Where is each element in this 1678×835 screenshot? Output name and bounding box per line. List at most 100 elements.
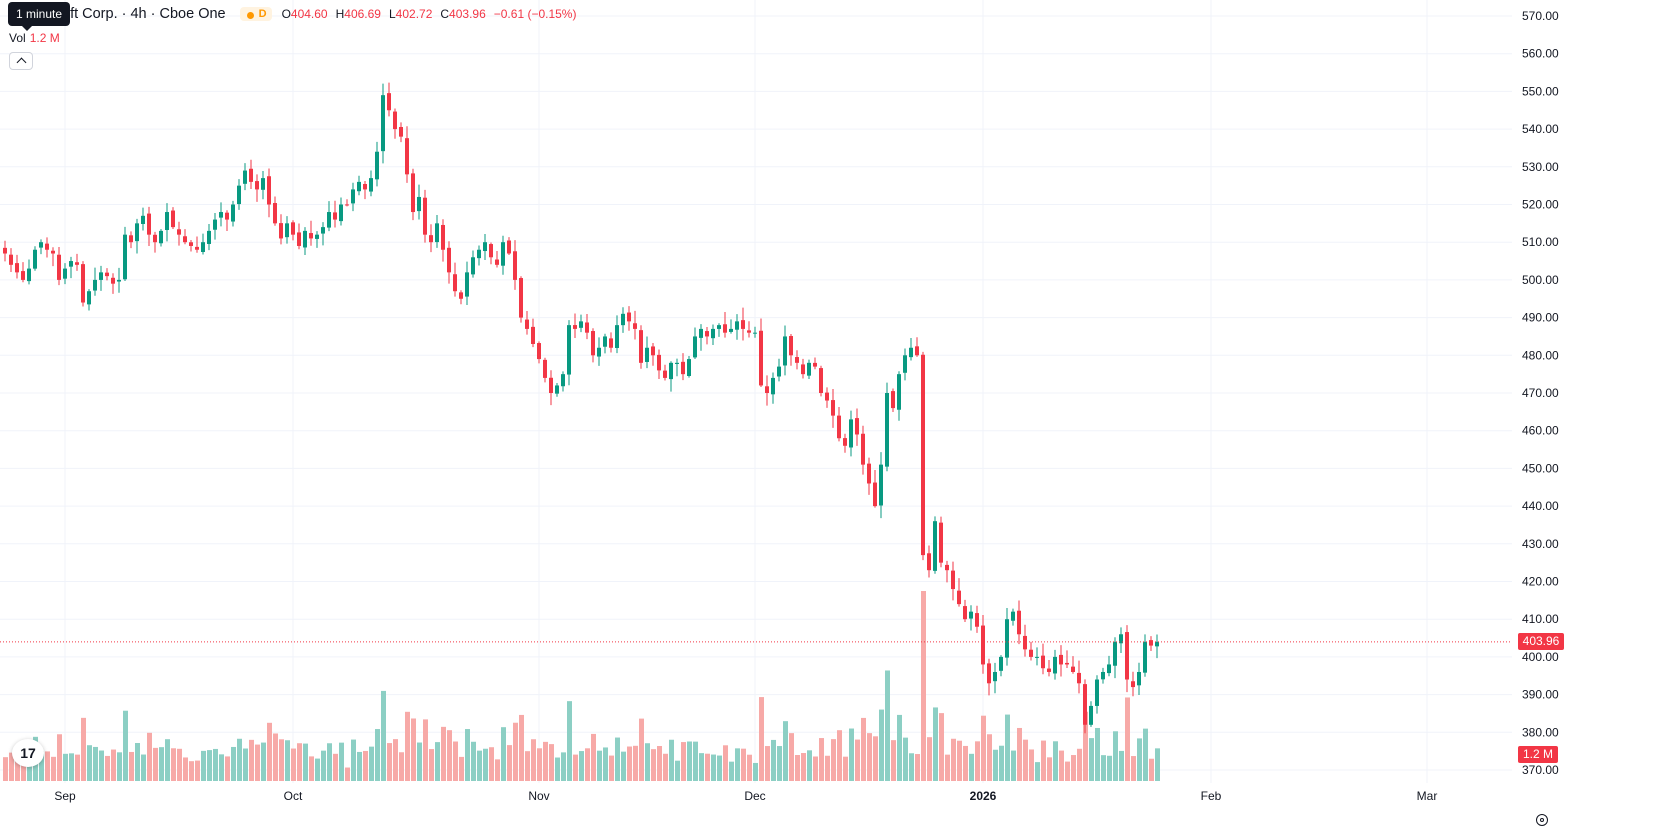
candle-body <box>561 374 565 387</box>
volume-bar <box>1023 739 1028 781</box>
volume-bar <box>507 745 512 781</box>
volume-bar <box>699 753 704 781</box>
volume-bar <box>717 755 722 781</box>
symbol-title[interactable]: oft Corp. · 4h · Cboe One <box>62 6 226 22</box>
volume-bar <box>939 713 944 781</box>
volume-bar <box>615 737 620 781</box>
candle-body <box>687 359 691 376</box>
price-tick-label: 390.00 <box>1522 688 1559 702</box>
tradingview-logo-icon[interactable]: 17 <box>12 739 44 767</box>
candle-body <box>471 257 475 275</box>
volume-bar <box>555 757 560 781</box>
candle-body <box>489 244 493 258</box>
candle-body <box>879 464 883 506</box>
price-tick-label: 410.00 <box>1522 612 1559 626</box>
volume-bar <box>807 750 812 781</box>
volume-bar <box>303 743 308 781</box>
volume-bar <box>309 756 314 781</box>
volume-bar <box>1011 750 1016 781</box>
candle-body <box>897 374 901 410</box>
candle-body <box>831 400 835 416</box>
candle-body <box>399 126 403 137</box>
volume-bar <box>945 754 950 781</box>
volume-bar <box>1143 728 1148 781</box>
candle-body <box>933 521 937 571</box>
volume-bar <box>357 751 362 781</box>
candle-body <box>969 611 973 619</box>
volume-bar <box>789 733 794 781</box>
candle-body <box>1137 671 1141 686</box>
volume-bar <box>459 756 464 781</box>
candle-body <box>555 385 559 394</box>
candle-body <box>153 234 157 243</box>
candle-body <box>813 362 817 367</box>
price-tick-label: 550.00 <box>1522 84 1559 98</box>
settings-icon[interactable] <box>1536 814 1548 826</box>
candle-body <box>1071 666 1075 672</box>
candle-body <box>201 242 205 252</box>
candle-body <box>177 229 181 235</box>
candle-body <box>381 95 385 152</box>
volume-bar <box>651 749 656 781</box>
candle-body <box>993 671 997 682</box>
volume-bar <box>213 748 218 781</box>
time-axis[interactable]: Sep Oct Nov Dec 2026 Feb Mar <box>54 789 1437 803</box>
volume-bar <box>705 753 710 781</box>
volume-bar <box>105 755 110 781</box>
volume-bar <box>783 721 788 781</box>
volume-bar <box>147 732 152 781</box>
candle-body <box>93 279 97 291</box>
candle-body <box>387 93 391 111</box>
price-tick-label: 420.00 <box>1522 575 1559 589</box>
chart-grid <box>0 0 1512 783</box>
candle-body <box>231 204 235 222</box>
volume-bar <box>405 711 410 781</box>
session-badge[interactable]: D <box>239 7 272 21</box>
volume-bar <box>441 726 446 781</box>
price-tick-label: 440.00 <box>1522 499 1559 513</box>
volume-bar <box>111 749 116 781</box>
volume-bar <box>915 754 920 781</box>
price-tick-label: 460.00 <box>1522 424 1559 438</box>
volume-bar <box>741 748 746 781</box>
candle-body <box>1041 655 1045 669</box>
volume-bar <box>429 749 434 781</box>
volume-bar <box>825 755 830 781</box>
volume-bar <box>675 760 680 781</box>
candle-body <box>459 292 463 299</box>
collapse-legend-button[interactable] <box>9 52 33 70</box>
candle-body <box>57 254 61 280</box>
volume-bar <box>99 750 104 781</box>
candle-body <box>39 242 43 248</box>
volume-bar <box>471 741 476 781</box>
volume-bar <box>435 742 440 781</box>
candle-body <box>435 223 439 243</box>
candle-body <box>627 312 631 322</box>
volume-bar <box>195 760 200 781</box>
volume-bar <box>525 751 530 781</box>
volume-bar <box>657 746 662 781</box>
candle-body <box>783 336 787 366</box>
ohlc-values: O404.60 H406.69 L402.72 C403.96 −0.61 (−… <box>282 7 577 21</box>
candle-body <box>1065 662 1069 665</box>
candle-body <box>243 170 247 184</box>
candle-body <box>885 393 889 467</box>
candle-body <box>309 233 313 239</box>
price-axis[interactable]: 570.00 560.00 550.00 540.00 530.00 520.00 510.… <box>1522 9 1559 777</box>
volume-bar <box>819 738 824 781</box>
candle-body <box>579 321 583 328</box>
volume-bar <box>735 748 740 781</box>
candle-body <box>957 590 961 605</box>
candle-body <box>927 553 931 571</box>
price-tick-label: 430.00 <box>1522 537 1559 551</box>
volume-bar <box>1035 762 1040 781</box>
volume-bar <box>237 738 242 781</box>
candle-body <box>1131 681 1135 688</box>
volume-bar <box>1107 755 1112 781</box>
candle-body <box>297 232 301 246</box>
candle-body <box>51 250 55 254</box>
volume-bar <box>225 756 230 781</box>
volume-bar <box>567 701 572 781</box>
candle-body <box>1035 656 1039 658</box>
